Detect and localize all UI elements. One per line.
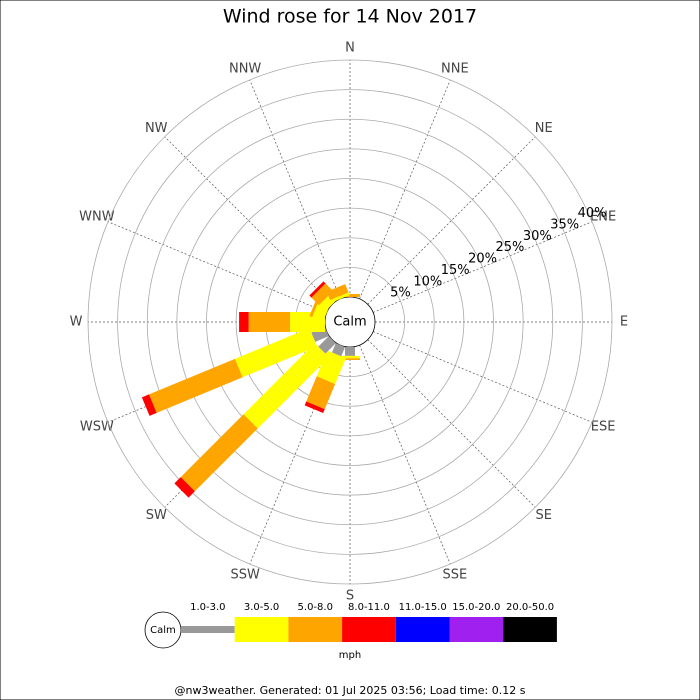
direction-label: ENE [590, 210, 616, 225]
wind-bar [345, 347, 355, 356]
grid-ring [117, 89, 583, 555]
spoke [372, 221, 593, 313]
legend-swatch [395, 617, 450, 642]
wind-bar [248, 312, 291, 332]
spoke [367, 339, 536, 508]
grid-ring [176, 148, 524, 496]
direction-label: SSW [230, 568, 260, 583]
wind-bar [234, 327, 318, 378]
spoke [107, 221, 328, 313]
r-tick-label: 35% [550, 218, 579, 233]
r-tick-label: 15% [441, 263, 470, 278]
wind-bar [180, 414, 258, 492]
direction-label: NW [145, 121, 168, 136]
footer: @nw3weather. Generated: 01 Jul 2025 03:5… [175, 684, 526, 697]
legend-swatch [449, 617, 504, 642]
spoke [359, 344, 451, 565]
wind-bar [318, 336, 336, 354]
wind-bar [239, 312, 249, 332]
direction-label: WNW [79, 210, 115, 225]
legend-swatch [288, 617, 343, 642]
direction-label: S [346, 589, 354, 604]
wind-bar [309, 281, 326, 298]
spoke [367, 136, 536, 305]
legend-label: 15.0-20.0 [452, 602, 500, 613]
legend-calm-label: Calm [150, 625, 176, 636]
direction-label: N [345, 41, 355, 56]
direction-label: WSW [80, 419, 114, 434]
chart-title: Wind rose for 14 Nov 2017 [223, 6, 477, 28]
grid-ring [87, 59, 613, 585]
wind-bar [149, 358, 243, 413]
wind-bar [306, 376, 336, 410]
r-tick-label: 20% [468, 252, 497, 267]
legend-label: 11.0-15.0 [399, 602, 447, 613]
wind-bar [311, 283, 334, 306]
r-tick-label: 30% [523, 229, 552, 244]
grid-ring [206, 178, 494, 466]
wind-bar [331, 343, 346, 357]
grid-ring [235, 207, 465, 437]
legend-swatch [503, 617, 557, 642]
legend-label: 3.0-5.0 [244, 602, 279, 613]
calm-label: Calm [333, 315, 366, 330]
direction-label: NNE [441, 61, 469, 76]
spoke [249, 344, 341, 565]
wind-bar [304, 401, 325, 413]
r-tick-label: 5% [390, 286, 411, 301]
wind-bar [243, 343, 329, 429]
legend-swatch [342, 617, 396, 642]
wind-bar [326, 284, 349, 300]
spoke [359, 79, 451, 300]
legend-label: 5.0-8.0 [298, 602, 333, 613]
r-tick-label: 10% [413, 274, 442, 289]
direction-label: NE [535, 121, 553, 136]
r-tick-label: 40% [578, 206, 607, 221]
legend-swatch [181, 626, 235, 633]
direction-label: ESE [591, 419, 616, 434]
direction-label: SSE [442, 568, 467, 583]
wind-bar [141, 394, 157, 416]
grid-ring [146, 118, 554, 526]
spoke [164, 136, 333, 305]
wind-bar [340, 355, 360, 359]
direction-label: W [70, 315, 83, 330]
wind-bar [174, 477, 195, 498]
unit-label: mph [339, 650, 361, 661]
wind-bar [330, 292, 350, 303]
legend-label: 20.0-50.0 [506, 602, 554, 613]
legend-swatch [234, 617, 289, 642]
spoke [372, 331, 593, 423]
direction-label: SW [146, 508, 167, 523]
legend-label: 1.0-3.0 [190, 602, 225, 613]
r-tick-label: 25% [495, 240, 524, 255]
direction-label: E [620, 315, 628, 330]
direction-label: SE [536, 508, 552, 523]
spoke [107, 331, 328, 423]
legend-label: 8.0-11.0 [348, 602, 390, 613]
spoke [249, 79, 341, 300]
direction-label: NNW [229, 61, 261, 76]
